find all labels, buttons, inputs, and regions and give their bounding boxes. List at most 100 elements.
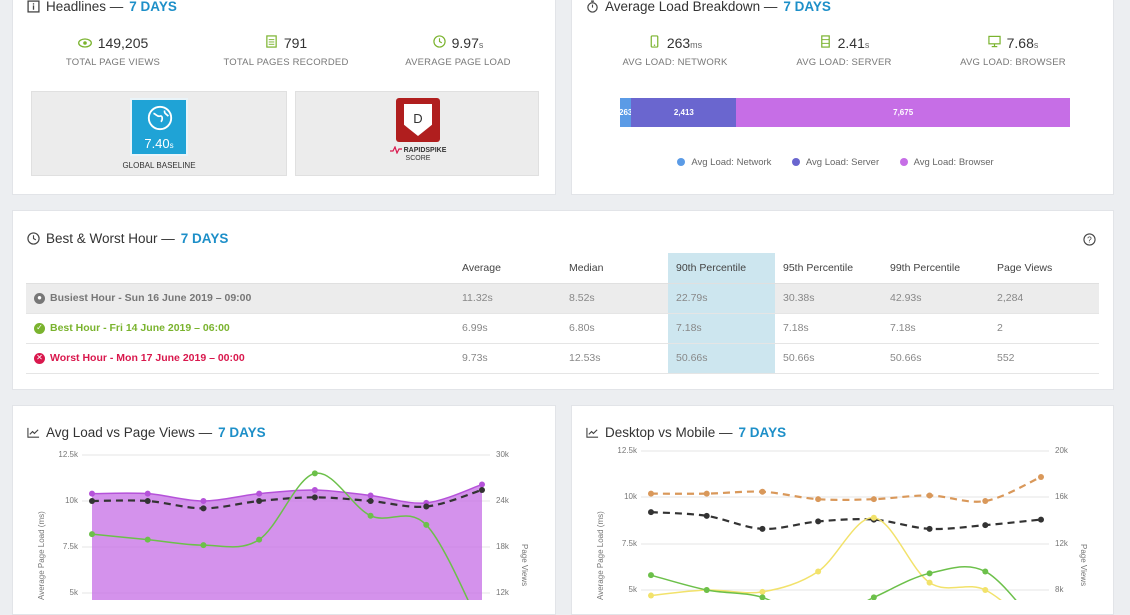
data-point[interactable] (648, 592, 654, 599)
header-average[interactable]: Average (454, 253, 561, 284)
series-line-1 (650, 511, 1042, 531)
data-point[interactable] (815, 568, 822, 575)
bar-segment-1[interactable]: 2,413 (631, 98, 737, 127)
y2-tick: 20k (1055, 446, 1069, 455)
data-point[interactable] (870, 496, 877, 503)
data-point[interactable] (648, 490, 654, 497)
global-baseline-tile: 7.40s GLOBAL BASELINE (31, 91, 287, 176)
stat-avg-load-server: 2.41s AVG LOAD: SERVER (759, 35, 929, 68)
data-point[interactable] (759, 588, 766, 595)
table-cell: 8.52s (561, 283, 668, 314)
data-point[interactable] (815, 496, 822, 503)
header-99th[interactable]: 99th Percentile (882, 253, 989, 284)
data-point[interactable] (1038, 473, 1044, 480)
score-label: SCORE (405, 155, 431, 162)
data-point[interactable] (367, 492, 374, 499)
data-point[interactable] (870, 514, 877, 521)
table-cell: 11.32s (454, 283, 561, 314)
legend-browser[interactable]: Avg Load: Browser (899, 157, 994, 168)
data-point[interactable] (703, 512, 710, 519)
avg-load-vs-page-views-chart: 12.5k 10k 7.5k 5k 30k 24k 18k 12k Averag… (37, 450, 529, 600)
data-point[interactable] (870, 594, 877, 600)
stat-total-pages-recorded: 791 TOTAL PAGES RECORDED (201, 35, 371, 68)
series-line-1 (91, 488, 483, 510)
data-point[interactable] (982, 568, 989, 575)
series-line-2 (650, 516, 1002, 600)
desk-chart-title: Desktop vs Mobile — 7 DAYS (586, 425, 786, 440)
line-chart-icon (27, 427, 40, 438)
check-icon: ✓ (34, 322, 45, 334)
avg-chart-title: Avg Load vs Page Views — 7 DAYS (27, 425, 266, 440)
data-point[interactable] (759, 525, 766, 532)
table-cell: 6.80s (561, 313, 668, 344)
header-90th[interactable]: 90th Percentile (668, 253, 775, 284)
help-icon[interactable]: ? (1083, 233, 1096, 246)
series-area-0 (92, 484, 482, 600)
data-point[interactable] (423, 503, 430, 510)
data-point[interactable] (926, 525, 933, 532)
table-cell: 50.66s (775, 343, 882, 374)
data-point[interactable] (479, 486, 485, 493)
headlines-title-text: Headlines — (46, 0, 124, 14)
data-point[interactable] (256, 536, 263, 543)
data-point[interactable] (89, 531, 95, 538)
legend-server[interactable]: Avg Load: Server (791, 157, 879, 168)
data-point[interactable] (759, 488, 766, 495)
data-point[interactable] (311, 486, 318, 493)
data-point[interactable] (982, 498, 989, 505)
stat-unit: s (1033, 40, 1039, 50)
data-point[interactable] (648, 509, 654, 516)
data-point[interactable] (815, 518, 822, 525)
data-point[interactable] (703, 587, 710, 593)
globe-icon (147, 105, 173, 131)
load-breakdown-bar: 263 2,413 7,675 (620, 98, 1070, 127)
data-point[interactable] (89, 498, 95, 504)
stat-value: 7.68 (1006, 35, 1034, 51)
data-point[interactable] (311, 494, 318, 501)
data-point[interactable] (926, 579, 933, 586)
data-point[interactable] (200, 542, 207, 549)
stat-average-page-load: 9.97s AVERAGE PAGE LOAD (373, 35, 543, 68)
table-cell: 7.18s (882, 313, 989, 344)
table-cell: 552 (989, 343, 1099, 374)
header-95th[interactable]: 95th Percentile (775, 253, 882, 284)
hours-title-text: Best & Worst Hour — (46, 231, 175, 246)
data-point[interactable] (144, 490, 151, 497)
data-point[interactable] (256, 490, 263, 497)
bar-segment-2[interactable]: 7,675 (736, 98, 1070, 127)
data-point[interactable] (256, 498, 263, 504)
data-point[interactable] (648, 572, 654, 579)
breakdown-legend: Avg Load: Network Avg Load: Server Avg L… (572, 153, 1115, 171)
data-point[interactable] (1038, 516, 1044, 523)
data-point[interactable] (144, 498, 151, 504)
data-point[interactable] (926, 492, 933, 499)
data-point[interactable] (144, 536, 151, 543)
data-point[interactable] (367, 512, 374, 519)
headlines-period: 7 DAYS (129, 0, 177, 14)
server-icon (820, 35, 830, 48)
stat-value: 149,205 (97, 35, 149, 51)
hours-title: Best & Worst Hour — 7 DAYS (27, 231, 228, 246)
data-point[interactable] (200, 505, 207, 512)
legend-network[interactable]: Avg Load: Network (677, 157, 771, 168)
data-point[interactable] (759, 594, 766, 600)
header-median[interactable]: Median (561, 253, 668, 284)
header-page-views[interactable]: Page Views (989, 253, 1099, 284)
table-row-best: ✓ Best Hour - Fri 14 June 2019 – 06:00 6.… (26, 313, 1099, 344)
baseline-label: GLOBAL BASELINE (122, 161, 196, 170)
data-point[interactable] (423, 521, 430, 528)
data-point[interactable] (479, 481, 485, 488)
data-point[interactable] (89, 490, 95, 497)
stat-label: TOTAL PAGES RECORDED (223, 57, 349, 68)
data-point[interactable] (982, 522, 989, 529)
data-point[interactable] (311, 470, 318, 477)
data-point[interactable] (200, 498, 207, 504)
data-point[interactable] (367, 498, 374, 504)
y2-tick: 12k (1055, 539, 1069, 548)
avg-chart-title-text: Avg Load vs Page Views — (46, 425, 213, 440)
data-point[interactable] (926, 570, 933, 577)
bar-segment-0[interactable]: 263 (620, 98, 632, 127)
data-point[interactable] (703, 490, 710, 497)
data-point[interactable] (982, 587, 989, 593)
headlines-card: Headlines — 7 DAYS 149,205 TOTAL PAGE VI… (12, 0, 556, 195)
